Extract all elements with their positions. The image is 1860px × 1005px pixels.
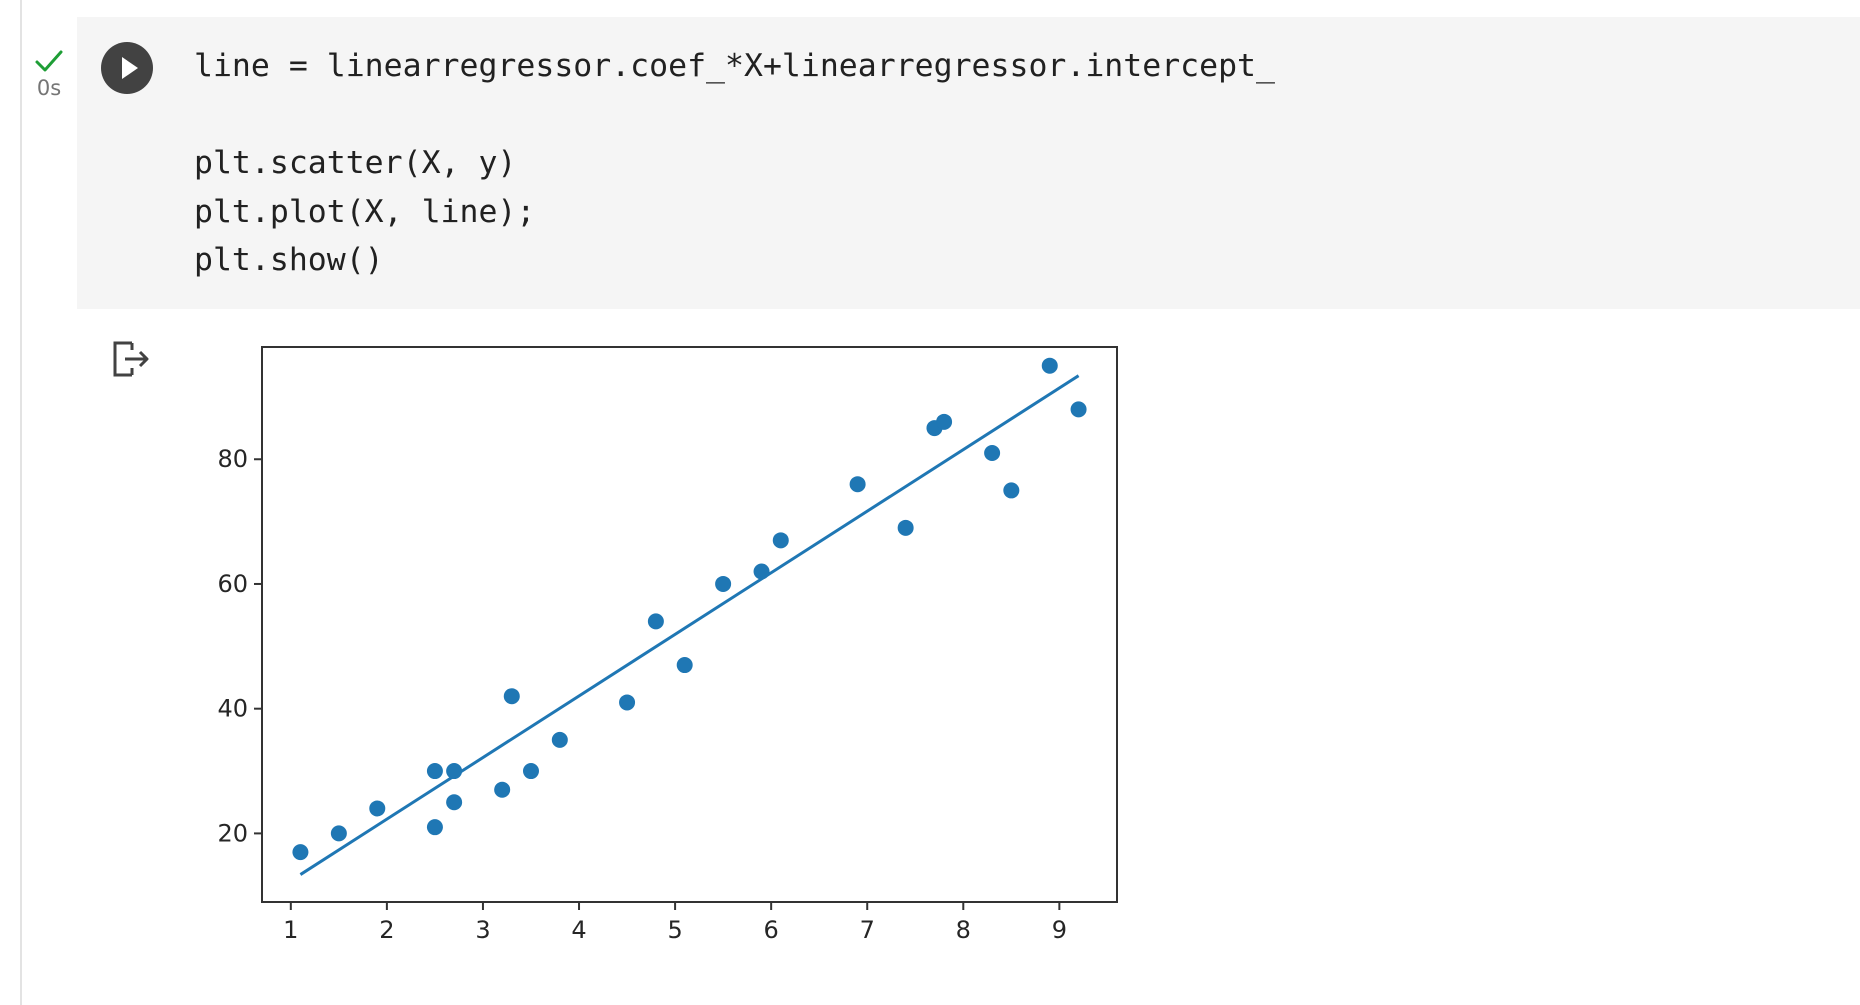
x-tick-label: 3: [475, 916, 490, 944]
scatter-point: [849, 476, 866, 493]
scatter-point: [772, 532, 789, 549]
scatter-point: [619, 694, 636, 711]
code-cell[interactable]: [77, 17, 1860, 309]
scatter-point: [753, 563, 770, 580]
scatter-point: [1003, 482, 1020, 499]
x-tick-label: 5: [667, 916, 682, 944]
scatter-point: [446, 763, 463, 780]
plot-series-points: [292, 357, 1087, 861]
cell-execution-status: 0s: [32, 46, 66, 100]
scatter-point: [369, 800, 386, 817]
output-redirect-icon[interactable]: [110, 338, 152, 380]
y-tick-label: 80: [217, 445, 248, 473]
scatter-point: [426, 819, 443, 836]
x-tick-label: 4: [571, 916, 586, 944]
code-editor[interactable]: line = linearregressor.coef_*X+linearreg…: [194, 42, 1275, 285]
x-tick-label: 2: [379, 916, 394, 944]
regression-line: [299, 374, 1080, 876]
scatter-point: [897, 519, 914, 536]
x-tick-label: 8: [956, 916, 971, 944]
code-line: plt.scatter(X, y): [194, 145, 517, 181]
check-icon: [32, 46, 66, 76]
scatter-point: [1041, 357, 1058, 374]
scatter-point: [426, 763, 443, 780]
scatter-point: [503, 688, 520, 705]
y-tick-label: 20: [217, 819, 248, 847]
scatter-point: [446, 794, 463, 811]
y-tick-label: 40: [217, 695, 248, 723]
execution-time: 0s: [36, 76, 62, 100]
x-tick-label: 1: [283, 916, 298, 944]
scatter-point: [494, 781, 511, 798]
scatter-point: [984, 445, 1001, 462]
run-cell-button[interactable]: [101, 42, 153, 94]
scatter-point: [647, 613, 664, 630]
x-tick-label: 9: [1052, 916, 1067, 944]
code-line: plt.show(): [194, 242, 384, 278]
x-tick-label: 6: [764, 916, 779, 944]
scatter-point: [936, 413, 953, 430]
x-tick-label: 7: [860, 916, 875, 944]
scatter-point: [551, 731, 568, 748]
scatter-point: [330, 825, 347, 842]
scatter-point: [1070, 401, 1087, 418]
scatter-point: [715, 575, 732, 592]
code-line: line = linearregressor.coef_*X+linearreg…: [194, 48, 1275, 84]
scatter-point: [676, 657, 693, 674]
scatter-point: [522, 763, 539, 780]
y-tick-label: 60: [217, 570, 248, 598]
scatter-point: [292, 844, 309, 861]
y-axis: 20 40 60 80: [217, 445, 262, 847]
play-icon: [122, 57, 138, 79]
code-line: plt.plot(X, line);: [194, 193, 536, 230]
x-axis: 1 2 3 4 5 6 7 8 9: [283, 902, 1067, 944]
cell-gutter-divider: [20, 0, 22, 1005]
plot-series-lines: [299, 374, 1080, 876]
